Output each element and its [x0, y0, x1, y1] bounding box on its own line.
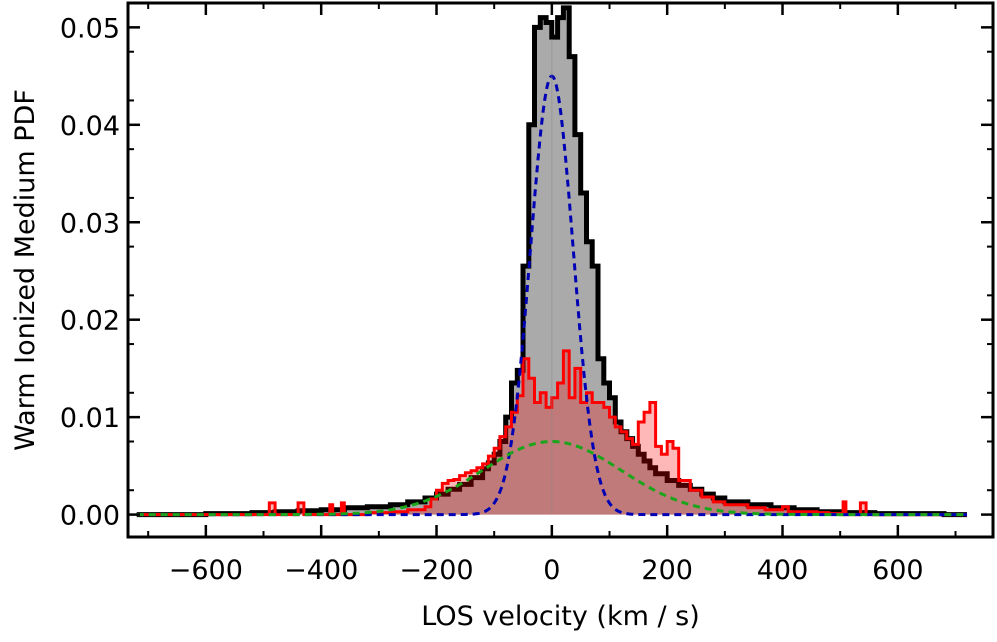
- x-tick-label: 0: [543, 555, 560, 586]
- y-tick-label: 0.05: [60, 13, 120, 44]
- y-tick-label: 0.01: [60, 403, 120, 434]
- y-axis-label: Warm Ionized Medium PDF: [10, 89, 41, 451]
- y-tick-label: 0.02: [60, 306, 120, 337]
- x-tick-label: 400: [757, 555, 809, 586]
- x-tick-label: 200: [641, 555, 693, 586]
- fit-curve-3: [136, 440, 967, 517]
- x-tick-label: 600: [872, 555, 924, 586]
- x-axis-label: LOS velocity (km / s): [421, 601, 700, 632]
- plot-frame: [126, 1, 995, 539]
- series-layer: [136, 5, 967, 518]
- x-tick-label: −600: [169, 555, 243, 586]
- y-tick-label: 0.04: [60, 111, 120, 142]
- x-tick-label: −400: [284, 555, 358, 586]
- y-tick-label: 0.03: [60, 208, 120, 239]
- y-tick-label: 0.00: [60, 501, 120, 532]
- x-tick-label: −200: [399, 555, 473, 586]
- histogram-outline-1: [136, 349, 967, 517]
- tick-layer: −600 −400 −200 0 200 400 600 0.00 0.01 0.02 0.03 0.…: [60, 3, 993, 586]
